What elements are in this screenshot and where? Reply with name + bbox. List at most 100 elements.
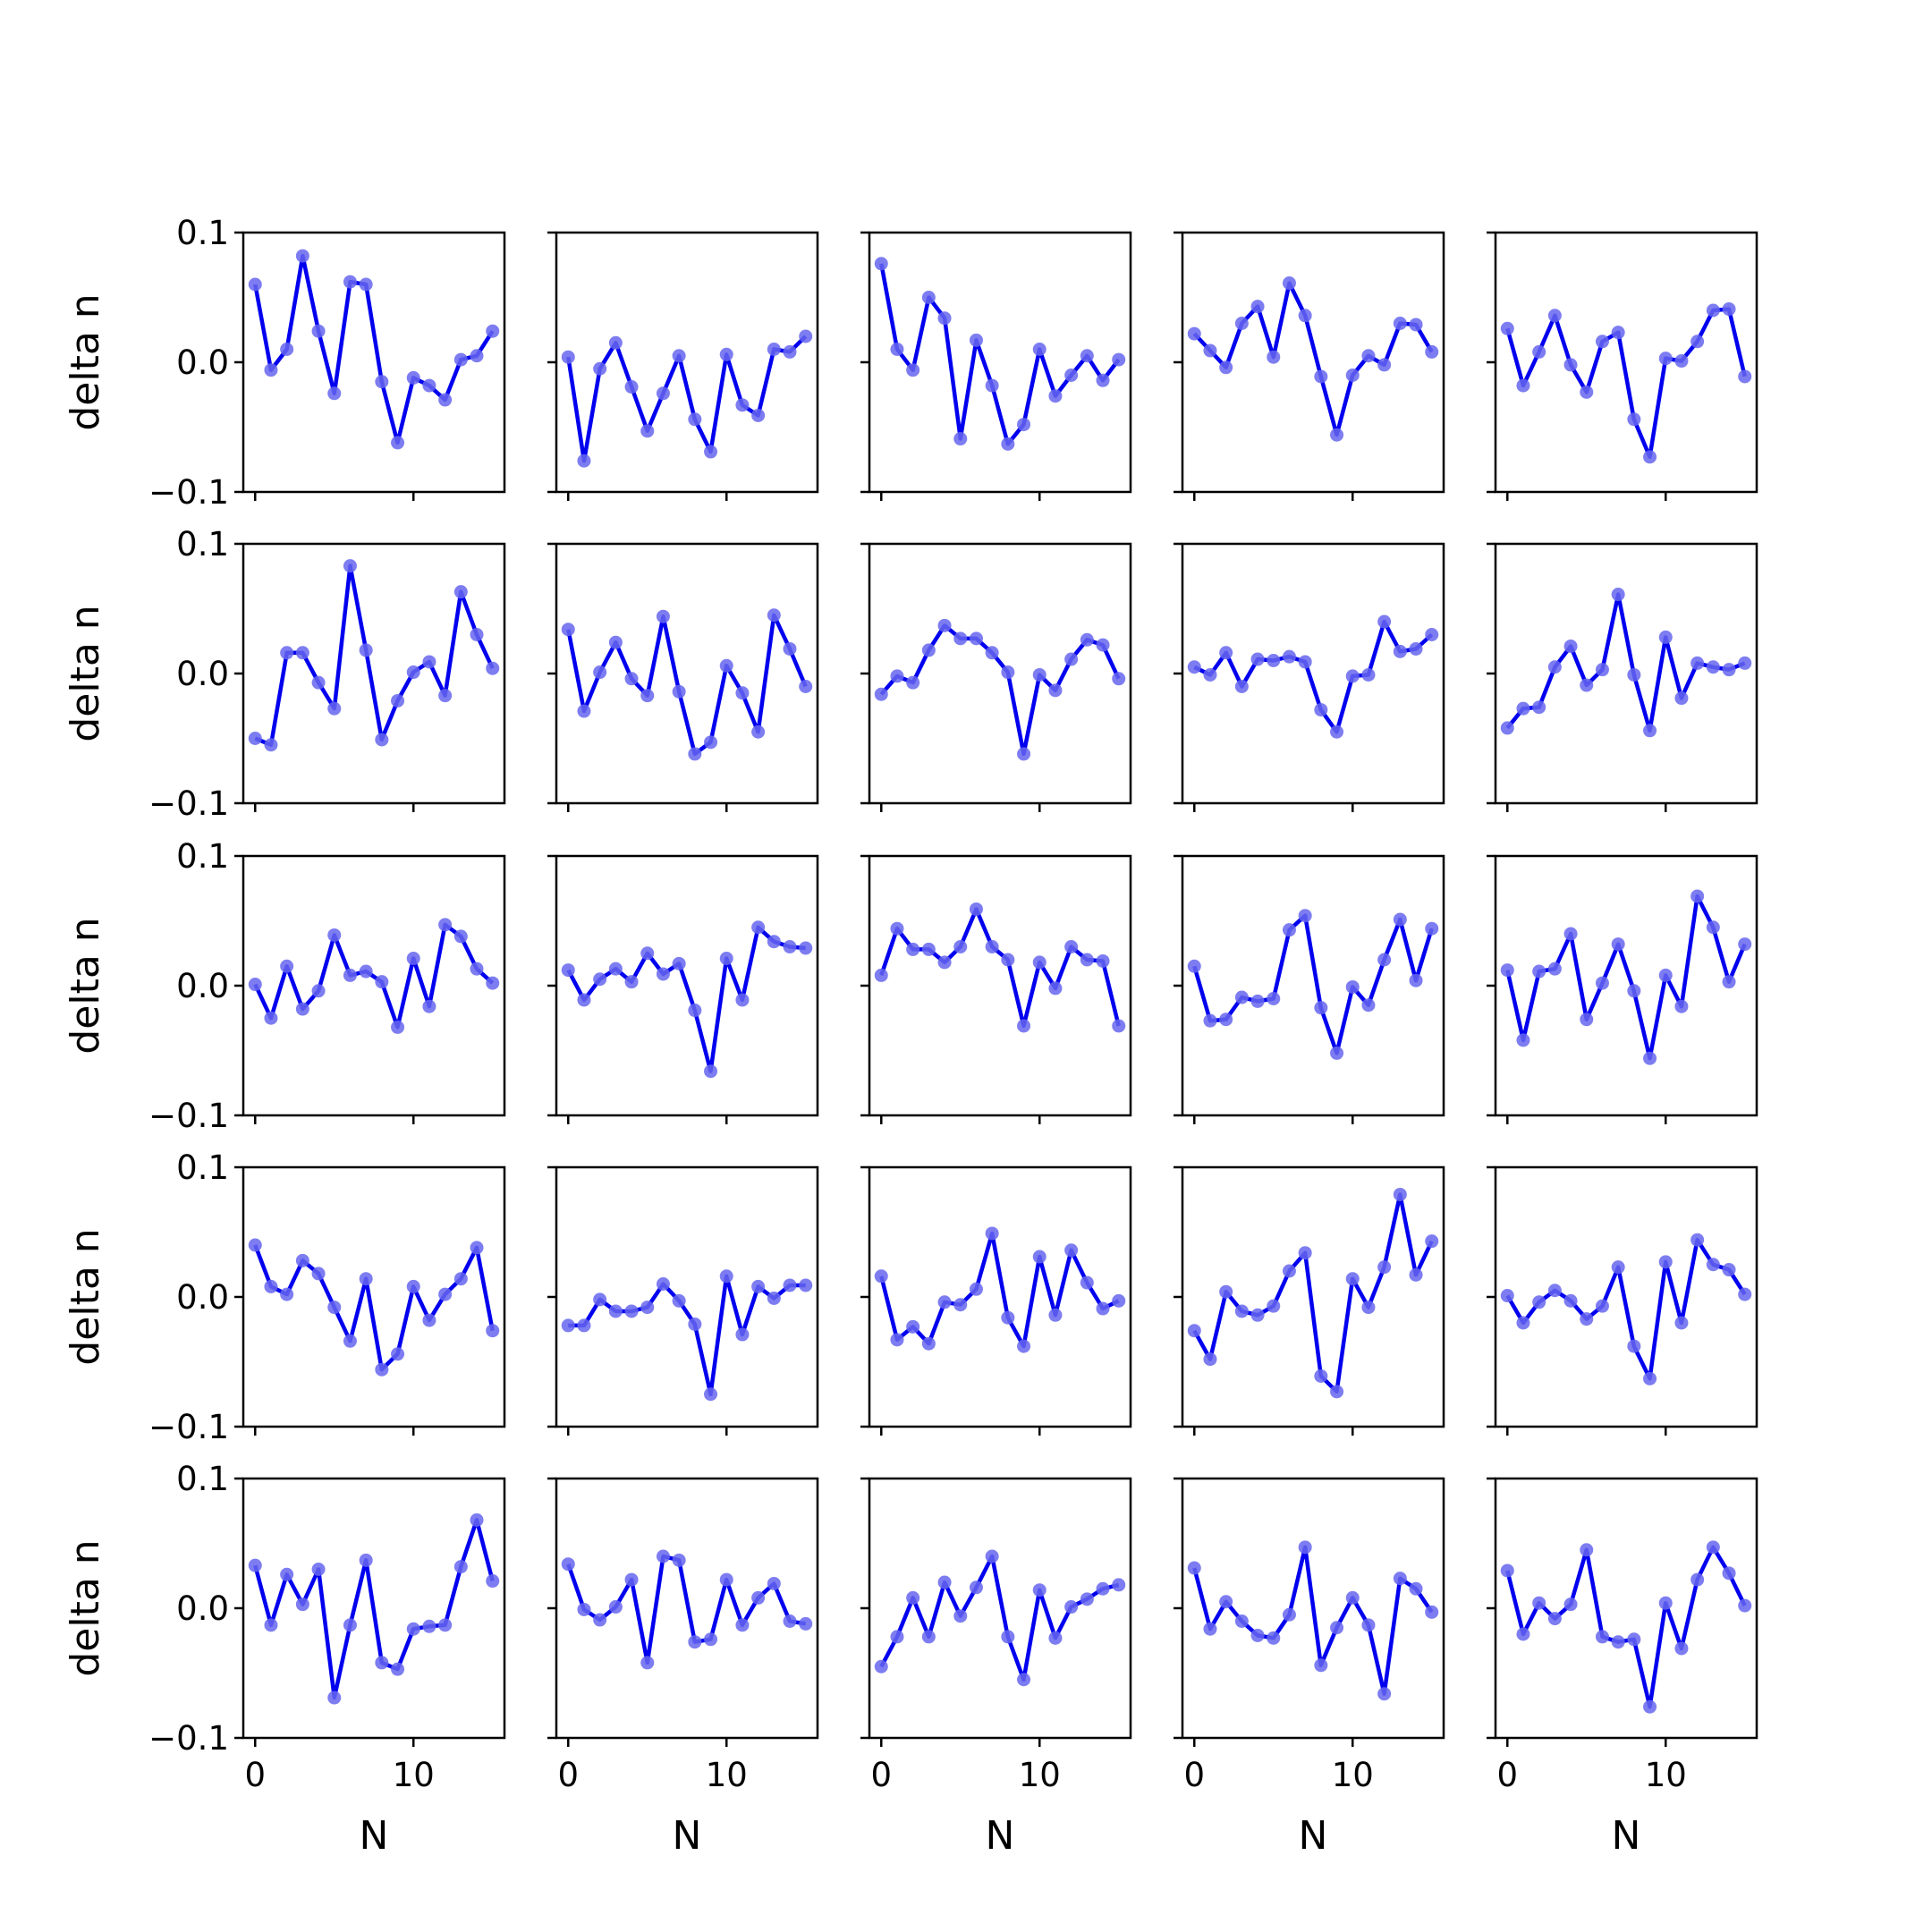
data-point [1595,976,1609,990]
data-point [1658,968,1673,982]
data-point [1690,1572,1705,1587]
series-line [253,1244,495,1372]
data-point [264,363,278,377]
x-tick-label: 10 [706,1756,748,1794]
data-point [1706,660,1720,674]
data-point [1547,1284,1562,1298]
data-point [577,453,591,468]
panel-r3-c4 [1174,854,1445,1124]
data-point [486,976,500,990]
data-point [593,361,607,376]
data-point [1298,1540,1312,1555]
data-point [969,631,983,646]
data-point [343,275,357,289]
data-point [406,370,420,385]
y-tick-label: −0.1 [148,1408,229,1446]
data-point [1219,360,1233,375]
data-point [1001,1630,1015,1644]
data-point [985,646,999,660]
data-point [906,942,920,956]
data-point [406,1622,420,1636]
data-point [767,1291,781,1305]
data-point [937,1295,952,1309]
data-point [453,352,468,367]
data-point [248,1238,262,1252]
data-point [1563,1293,1578,1308]
data-point [921,1336,936,1351]
axes-frame [1494,542,1758,805]
data-point [280,1287,294,1301]
data-point [688,1635,702,1649]
data-point [561,350,575,364]
data-point [391,436,405,450]
data-point [1330,1621,1344,1635]
data-point [890,1630,904,1644]
data-point [1282,649,1296,664]
data-point [719,347,733,361]
data-point [453,929,468,944]
data-point [1377,358,1392,372]
data-point [1595,1630,1609,1644]
data-point [1080,953,1094,967]
panel-r5-c1: 0.1 0.0 −0.1 0 10 delta n N [63,1460,506,1859]
y-tick-label: 0.1 [176,837,229,876]
data-point [470,962,484,976]
data-point [1627,984,1641,998]
data-point [1064,1600,1079,1614]
data-point [937,311,952,326]
y-axis-label: delta n [63,1228,108,1365]
series-line [1505,1545,1747,1709]
data-point [1658,1596,1673,1610]
panel-r2-c2 [547,542,819,812]
data-point [1658,352,1673,366]
data-point [1690,1233,1705,1247]
data-point [1547,660,1562,674]
panel-r1-c3 [860,231,1132,501]
data-point [311,324,326,338]
data-point [874,257,888,271]
data-point [1627,412,1641,427]
data-point [1187,1561,1201,1575]
data-point [1738,937,1752,952]
data-point [295,646,309,660]
data-point [1096,638,1110,652]
data-point [1393,644,1407,658]
data-point [375,375,389,389]
data-point [672,349,686,363]
data-point [1611,588,1625,602]
axes-frame [868,854,1132,1117]
data-point [1361,349,1376,363]
data-point [1563,640,1578,654]
data-point [624,1304,639,1318]
data-point [264,738,278,752]
data-point [751,724,766,739]
data-point [1738,656,1752,670]
data-point [593,665,607,680]
data-point [1112,672,1126,686]
data-point [640,689,655,703]
data-point [1409,641,1423,656]
data-point [937,955,952,970]
data-point [1330,724,1344,739]
data-point [783,344,797,359]
data-point [1345,1272,1360,1286]
data-point [874,1269,888,1284]
x-axis-label: N [673,1813,702,1859]
data-point [1187,959,1201,973]
data-point [486,1324,500,1338]
axes-frame [868,542,1132,805]
data-point [1516,1316,1530,1330]
data-point [1219,1284,1233,1299]
data-point [672,1553,686,1567]
data-point [799,680,813,693]
data-point [1267,992,1281,1005]
data-point [311,1563,326,1576]
data-point [280,646,294,660]
series-line [1192,1192,1434,1394]
series-line [566,335,808,463]
data-point [1064,652,1079,666]
data-point [1203,343,1217,358]
data-point [1314,1658,1328,1673]
x-tick-label: 10 [1645,1756,1687,1794]
data-point [1187,660,1201,674]
